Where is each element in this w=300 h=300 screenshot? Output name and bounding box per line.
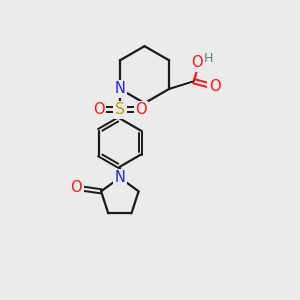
Text: N: N — [114, 170, 125, 185]
Polygon shape — [169, 81, 194, 89]
Text: O: O — [70, 180, 82, 195]
Text: O: O — [135, 102, 147, 117]
Text: H: H — [204, 52, 213, 65]
Text: S: S — [115, 102, 125, 117]
Text: O: O — [93, 102, 104, 117]
Text: O: O — [209, 79, 220, 94]
Text: O: O — [191, 55, 203, 70]
Text: N: N — [114, 81, 125, 96]
